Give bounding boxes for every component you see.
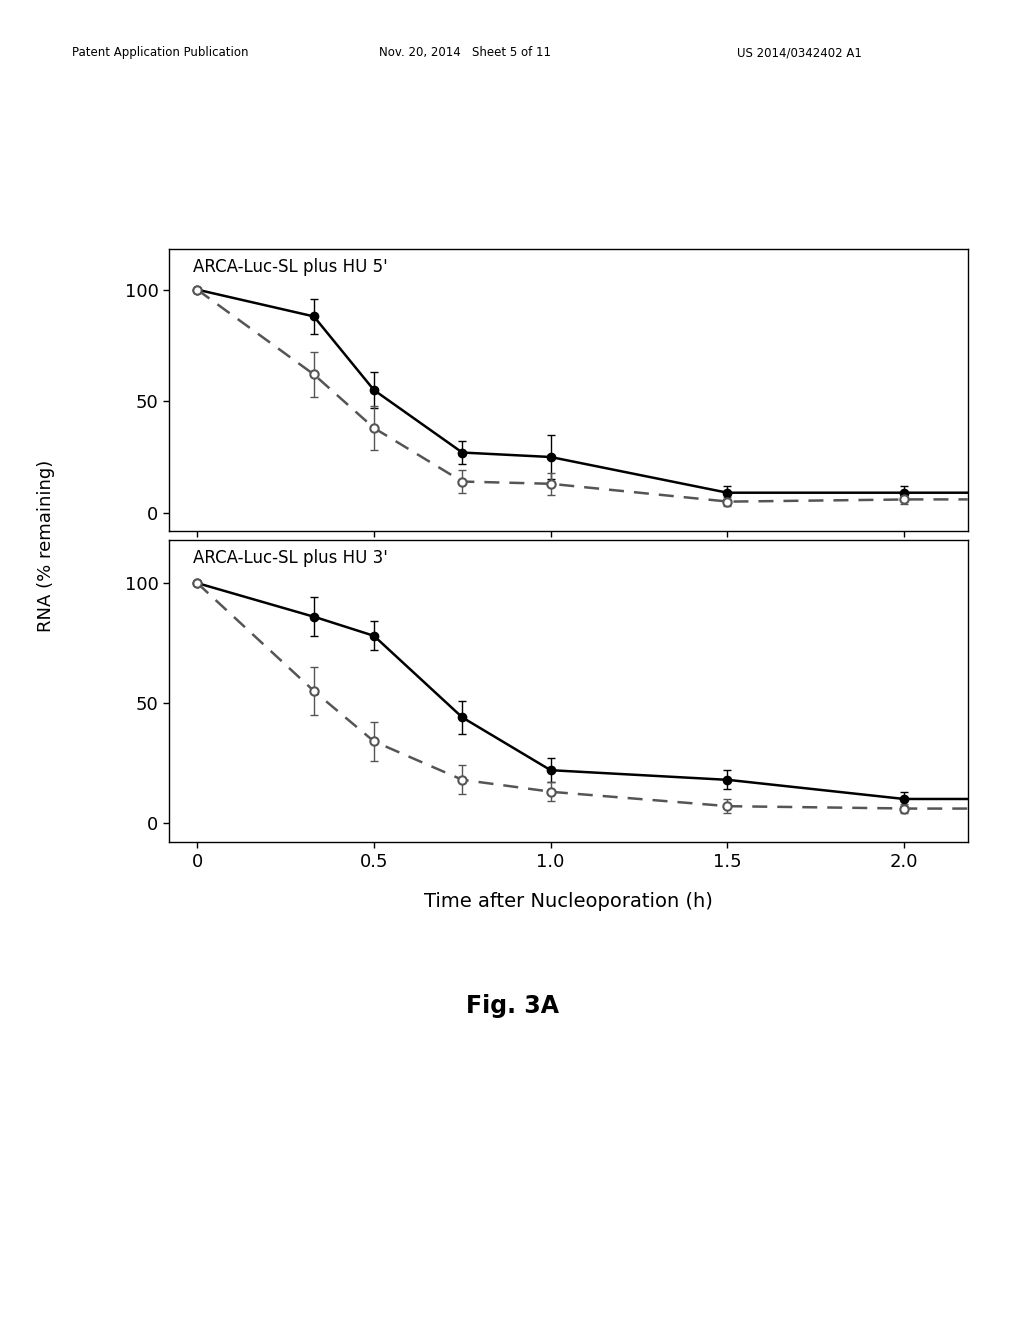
Text: Patent Application Publication: Patent Application Publication: [72, 46, 248, 59]
Text: US 2014/0342402 A1: US 2014/0342402 A1: [737, 46, 862, 59]
Text: ARCA-Luc-SL plus HU 3': ARCA-Luc-SL plus HU 3': [193, 549, 388, 568]
Text: Fig. 3A: Fig. 3A: [466, 994, 558, 1018]
Text: Nov. 20, 2014   Sheet 5 of 11: Nov. 20, 2014 Sheet 5 of 11: [379, 46, 551, 59]
Text: ARCA-Luc-SL plus HU 5': ARCA-Luc-SL plus HU 5': [193, 257, 388, 276]
Text: Time after Nucleoporation (h): Time after Nucleoporation (h): [424, 892, 713, 911]
Text: RNA (% remaining): RNA (% remaining): [37, 459, 55, 632]
